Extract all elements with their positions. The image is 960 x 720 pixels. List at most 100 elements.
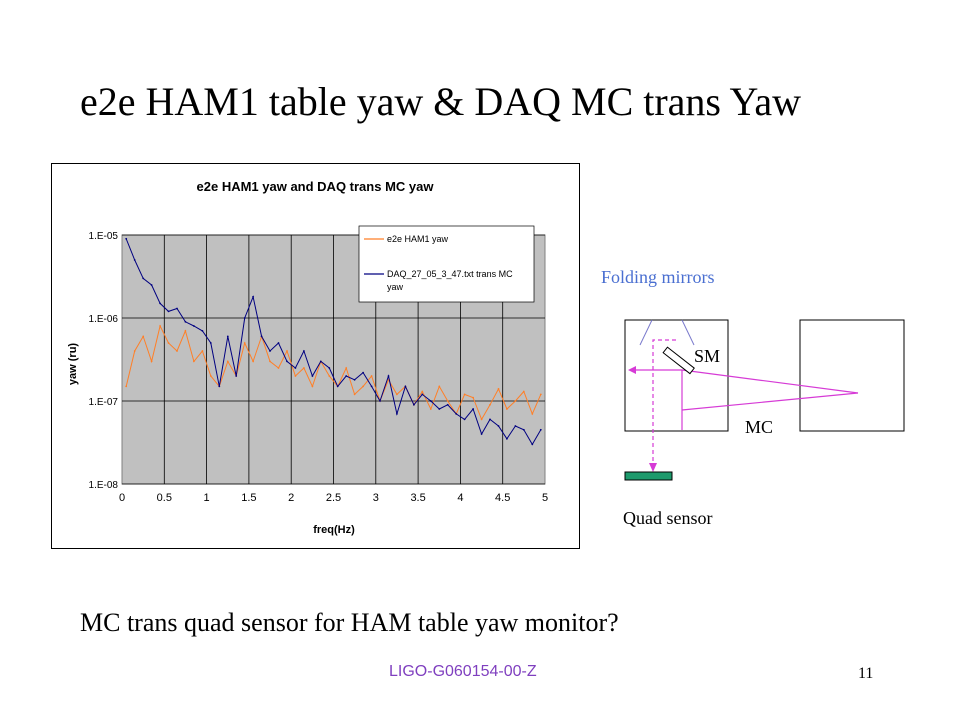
y-tick-label: 1.E-08	[89, 480, 119, 491]
series-1-point	[497, 425, 500, 427]
legend-label-daq: DAQ_27_05_3_47.txt trans MC yaw	[387, 269, 515, 292]
series-1-point	[303, 350, 305, 352]
series-1-point	[345, 375, 348, 377]
series-0-point	[294, 375, 297, 377]
series-0-point	[396, 393, 398, 396]
series-0-point	[167, 342, 170, 344]
beam-to-sensor	[652, 339, 676, 465]
chart-title: e2e HAM1 yaw and DAQ trans MC yaw	[197, 179, 435, 194]
beam-mc-upper	[681, 369, 859, 394]
series-0-point	[539, 393, 542, 396]
series-0-point	[277, 367, 280, 369]
series-1-point	[421, 393, 424, 396]
series-1-point	[184, 320, 187, 323]
beam-mc-lower	[681, 392, 859, 411]
series-1-point	[539, 428, 542, 431]
legend-label-daq-line1: DAQ_27_05_3_47.txt trans MC	[387, 269, 513, 279]
mc-label: MC	[745, 417, 774, 437]
series-1-point	[319, 360, 322, 363]
series-1-point	[286, 360, 288, 363]
folding-mirror-diagram: Folding mirrors SM MC Quad sensor	[590, 260, 920, 545]
series-1-point	[226, 335, 229, 338]
series-1-point	[159, 302, 161, 305]
series-1-point	[209, 342, 212, 344]
series-0-point	[531, 413, 534, 415]
series-0-point	[133, 350, 136, 352]
series-0-point	[193, 360, 195, 363]
series-1-point	[311, 375, 314, 377]
series-line-1	[125, 238, 542, 446]
series-0-point	[345, 367, 348, 369]
question-text: MC trans quad sensor for HAM table yaw m…	[80, 608, 619, 637]
diagram-svg	[624, 319, 905, 481]
series-1-point	[294, 367, 297, 369]
x-tick-label: 0	[119, 492, 125, 504]
quad-sensor-label: Quad sensor	[623, 508, 713, 528]
series-1-point	[218, 385, 221, 388]
series-0-point	[522, 390, 525, 393]
series-1-point	[404, 385, 407, 388]
series-0-point	[362, 385, 364, 388]
right-table-box	[799, 319, 905, 432]
series-0-point	[514, 400, 517, 402]
beam-arrow-left	[628, 366, 636, 374]
x-tick-label: 1.5	[241, 492, 256, 504]
series-0-point	[489, 403, 491, 406]
folding-mirror-left	[639, 319, 653, 346]
series-1-point	[472, 408, 474, 410]
series-1-point	[243, 317, 246, 319]
series-line-0	[125, 324, 542, 421]
document-id: LIGO-G060154-00-Z	[389, 663, 537, 680]
series-0-point	[252, 360, 255, 363]
series-1-point	[260, 335, 263, 338]
series-1-point	[455, 413, 458, 415]
legend-label-daq-line2: yaw	[387, 282, 404, 292]
series-0-point	[286, 350, 288, 352]
series-1-point	[531, 443, 534, 446]
series-1-point	[193, 325, 195, 327]
x-tick-label: 4	[457, 492, 463, 504]
series-1-point	[446, 403, 449, 406]
quad-sensor	[624, 471, 673, 481]
tick-labels: 0 0.5 1 1.5 2 2.5 3 3.5 4 4.5 5 1.E-08 1.E-07 1.E-06 1…	[89, 231, 549, 504]
slide-title: e2e HAM1 table yaw & DAQ MC trans Yaw	[80, 79, 802, 124]
series-1-point	[506, 437, 508, 440]
series-0-point	[184, 330, 187, 332]
series-1-point	[396, 413, 398, 415]
series-1-point	[201, 330, 204, 332]
legend-label-e2e: e2e HAM1 yaw	[387, 234, 449, 244]
series-0-point	[353, 393, 356, 396]
series-0-point	[370, 375, 373, 377]
series-0-point	[269, 360, 271, 363]
beam-paths	[628, 339, 859, 472]
series-1-point	[328, 367, 331, 369]
series-1-point	[370, 385, 373, 388]
beam-arrow-down	[649, 463, 657, 472]
sm-mirror	[662, 346, 695, 375]
page-number: 11	[858, 665, 874, 682]
series-0-point	[142, 335, 145, 338]
series-1-point	[142, 277, 145, 280]
series-0-point	[243, 342, 246, 344]
series-0-point	[125, 385, 128, 388]
x-tick-label: 3	[373, 492, 379, 504]
series-1-point	[277, 342, 280, 344]
series-layer	[125, 237, 542, 446]
series-1-point	[362, 371, 364, 374]
chart-frame: e2e HAM1 yaw and DAQ trans MC yaw 0 0.5 1 1…	[51, 163, 580, 549]
folding-mirrors-label: Folding mirrors	[601, 267, 715, 287]
sm-label: SM	[694, 346, 721, 366]
series-1-point	[429, 400, 432, 402]
series-0-point	[159, 325, 161, 327]
series-0-point	[226, 360, 229, 363]
series-1-point	[336, 385, 339, 388]
x-tick-label: 2	[288, 492, 294, 504]
folding-mirror-right	[681, 319, 695, 346]
series-1-point	[235, 375, 238, 377]
series-0-point	[209, 375, 212, 377]
series-1-point	[353, 378, 356, 381]
series-1-point	[269, 350, 271, 352]
series-0-point	[472, 396, 474, 399]
x-tick-label: 5	[542, 492, 548, 504]
series-1-point	[176, 307, 178, 310]
